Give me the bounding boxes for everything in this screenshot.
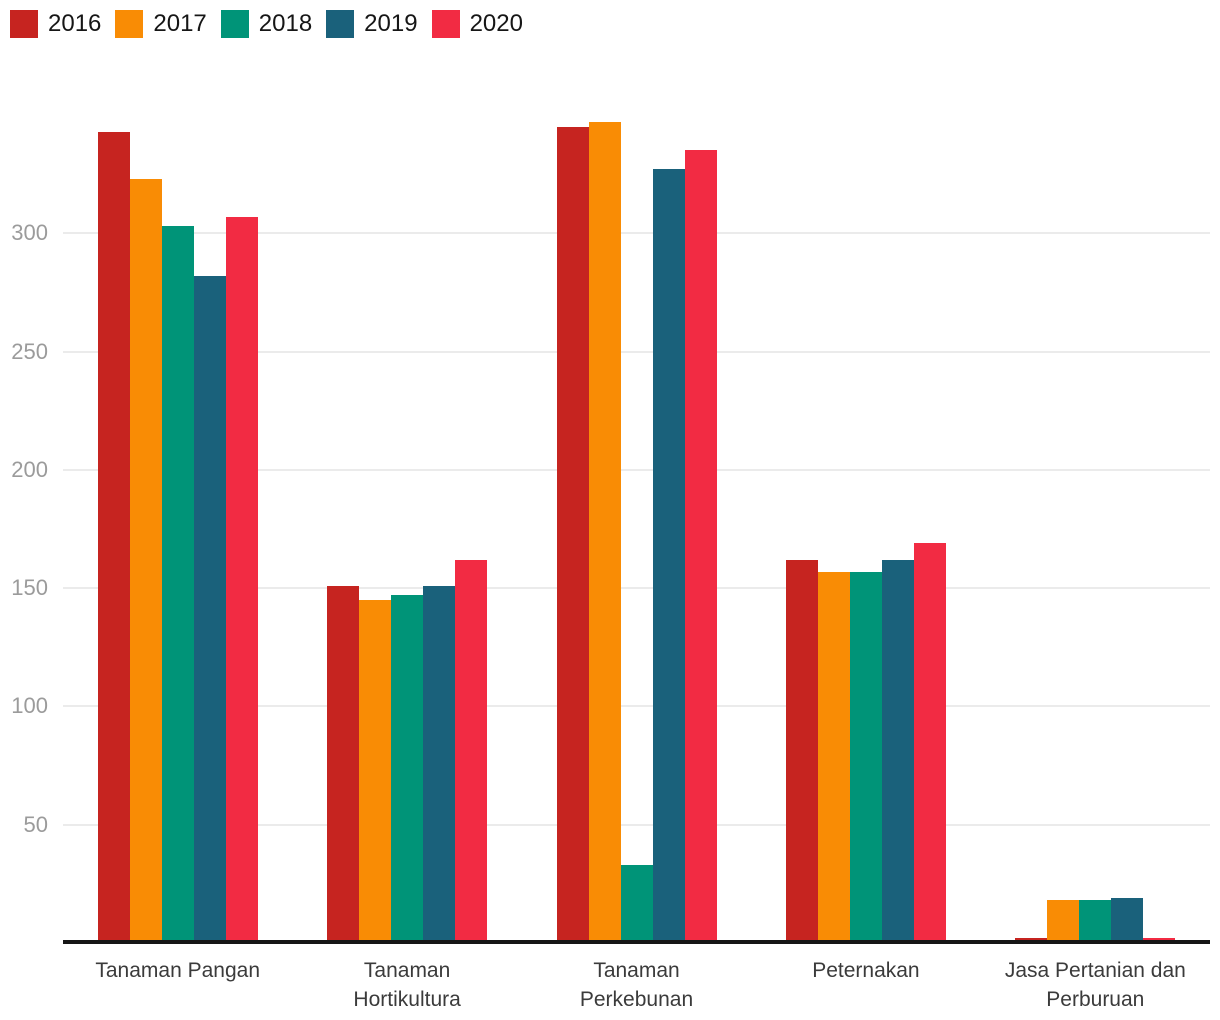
chart-legend: 2016 2017 2018 2019 2020 (10, 10, 523, 38)
legend-label: 2019 (364, 10, 418, 37)
y-axis-labels: 50 100 150 200 250 300 (0, 96, 48, 943)
bar-tanaman-perkebunan-2018 (620, 864, 653, 943)
bar-group-tanaman-perkebunan (522, 96, 751, 943)
y-tick-label: 150 (11, 575, 48, 601)
bar-peternakan-2018 (849, 571, 882, 943)
category-label-tanaman-pangan: Tanaman Pangan (95, 959, 261, 982)
bar-tanaman-hortikultura-2019 (423, 585, 456, 943)
gridline-100 (63, 705, 1210, 708)
bar-jasa-pertanian-dan-perburuan-2018 (1079, 900, 1112, 943)
bar-group-peternakan (751, 96, 980, 943)
bar-tanaman-perkebunan-2017 (588, 122, 621, 943)
y-tick-label: 100 (11, 693, 48, 719)
bar-tanaman-pangan-2018 (161, 226, 194, 943)
legend-item-2017[interactable]: 2017 (115, 10, 207, 38)
category-label-tanaman-hortikultura: Tanaman Hortikultura (353, 959, 461, 1011)
category-label-peternakan: Peternakan (812, 959, 920, 982)
legend-label: 2020 (469, 10, 523, 37)
bar-tanaman-perkebunan-2019 (652, 169, 685, 943)
bar-peternakan-2017 (817, 571, 850, 943)
y-tick-label: 200 (11, 456, 48, 482)
x-axis-line (63, 940, 1210, 944)
legend-swatch-icon (115, 10, 144, 38)
bar-peternakan-2016 (785, 559, 818, 943)
gridline-50 (63, 823, 1210, 826)
legend-label: 2018 (258, 10, 313, 37)
bar-tanaman-hortikultura-2018 (391, 595, 424, 943)
bar-tanaman-perkebunan-2016 (556, 126, 589, 943)
bar-tanaman-pangan-2016 (97, 131, 130, 943)
y-tick-label: 300 (11, 220, 48, 246)
plot-area (63, 96, 1210, 943)
bar-tanaman-hortikultura-2017 (359, 599, 392, 943)
legend-swatch-icon (326, 10, 355, 38)
bar-tanaman-perkebunan-2020 (684, 150, 717, 943)
bar-tanaman-hortikultura-2016 (327, 585, 360, 943)
bar-group-tanaman-pangan (63, 96, 292, 943)
legend-item-2018[interactable]: 2018 (220, 10, 313, 38)
legend-label: 2016 (48, 10, 102, 37)
y-tick-label: 50 (23, 811, 48, 837)
category-label-tanaman-perkebunan: Tanaman Perkebunan (579, 959, 694, 1011)
bar-jasa-pertanian-dan-perburuan-2017 (1047, 900, 1080, 943)
bar-peternakan-2019 (881, 559, 914, 943)
gridline-250 (63, 350, 1210, 353)
bar-peternakan-2020 (913, 543, 946, 943)
category-label-jasa-pertanian-dan-perburuan: Jasa Pertanian dan Perburuan (1004, 959, 1186, 1011)
legend-item-2016[interactable]: 2016 (10, 10, 101, 38)
y-tick-label: 250 (11, 338, 48, 364)
bar-tanaman-pangan-2019 (193, 275, 226, 943)
gridline-300 (63, 232, 1210, 235)
gridline-150 (63, 587, 1210, 590)
gridline-200 (63, 468, 1210, 471)
bar-group-tanaman-hortikultura (292, 96, 521, 943)
bar-groups (63, 96, 1210, 943)
bar-tanaman-hortikultura-2020 (455, 559, 488, 943)
legend-swatch-icon (10, 10, 38, 38)
bar-jasa-pertanian-dan-perburuan-2019 (1111, 898, 1144, 943)
bar-tanaman-pangan-2020 (225, 216, 258, 943)
legend-item-2019[interactable]: 2019 (326, 10, 418, 38)
legend-swatch-icon (220, 10, 249, 38)
legend-label: 2017 (153, 10, 207, 37)
legend-item-2020[interactable]: 2020 (431, 10, 523, 38)
legend-swatch-icon (431, 10, 460, 38)
x-axis-category-labels: Tanaman Pangan Tanaman Hortikultura Tanaman… (63, 956, 1210, 1014)
bar-tanaman-pangan-2017 (129, 178, 162, 943)
bar-group-jasa-pertanian-dan-perburuan (981, 96, 1210, 943)
